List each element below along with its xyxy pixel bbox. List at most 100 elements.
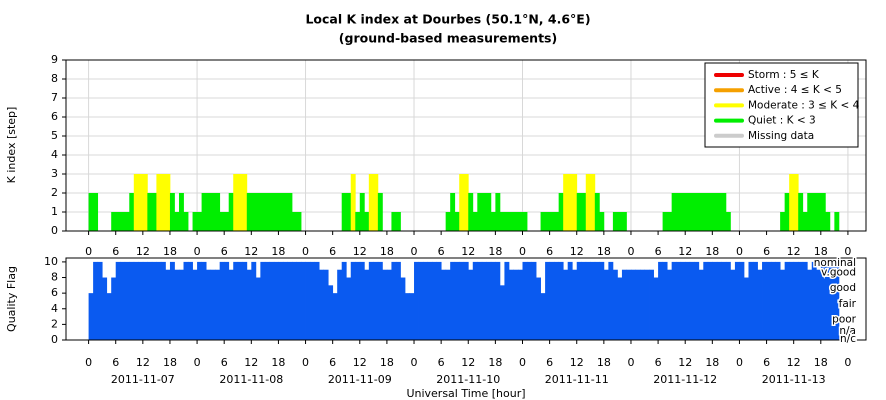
bar: [490, 212, 496, 231]
bar: [811, 193, 817, 231]
bar: [88, 193, 94, 231]
bar: [667, 212, 673, 231]
bar: [242, 174, 248, 231]
bar: [653, 277, 659, 340]
bar: [436, 261, 442, 340]
bar: [649, 269, 654, 340]
bar: [450, 193, 456, 231]
x-tick-label: 18: [705, 356, 719, 369]
x-tick-label: 18: [163, 245, 177, 258]
x-tick-label: 6: [763, 356, 770, 369]
bar: [468, 193, 474, 231]
bar: [545, 212, 551, 231]
bar: [427, 261, 433, 340]
bar: [359, 193, 365, 231]
y-tick-label: 2: [51, 186, 58, 199]
bar: [780, 269, 786, 340]
x-tick-label: 6: [546, 356, 553, 369]
x-tick-label: 6: [112, 245, 119, 258]
bar: [621, 269, 627, 340]
bar: [138, 261, 144, 340]
chart-subtitle: (ground-based measurements): [339, 31, 557, 46]
bar: [368, 261, 374, 340]
bar: [621, 212, 627, 231]
bar: [545, 261, 551, 340]
x-tick-label: 18: [488, 356, 502, 369]
x-tick-label: 6: [221, 356, 228, 369]
bar: [296, 261, 302, 340]
x-tick-label: 12: [678, 356, 692, 369]
bar: [287, 261, 293, 340]
bar: [549, 261, 555, 340]
bar: [793, 174, 799, 231]
bar: [563, 174, 569, 231]
bar: [93, 193, 99, 231]
x-date-label: 2011-11-07: [111, 373, 175, 386]
x-tick-label: 6: [112, 356, 119, 369]
bar: [762, 261, 767, 340]
x-tick-label: 0: [194, 356, 201, 369]
bar: [273, 261, 279, 340]
x-tick-label: 18: [488, 245, 502, 258]
bar: [689, 261, 695, 340]
x-tick-label: 0: [519, 356, 526, 369]
bar: [386, 269, 392, 340]
x-tick-label: 18: [705, 245, 719, 258]
bar: [825, 261, 831, 340]
bar: [201, 261, 207, 340]
bar: [581, 261, 587, 340]
bar: [192, 269, 198, 340]
quality-level-label: poor: [832, 313, 857, 325]
bar: [807, 193, 813, 231]
y-tick-label: 4: [51, 302, 58, 315]
bar: [133, 174, 139, 231]
x-date-label: 2011-11-09: [328, 373, 392, 386]
bar: [608, 261, 614, 340]
bar: [346, 193, 352, 231]
bar: [111, 277, 117, 340]
bar: [454, 261, 460, 340]
x-tick-label: 18: [597, 245, 611, 258]
bar: [251, 261, 257, 340]
bar: [192, 212, 198, 231]
bar: [590, 174, 596, 231]
bar: [563, 269, 569, 340]
bar: [183, 261, 189, 340]
x-tick-label: 12: [570, 245, 584, 258]
x-tick-label: 18: [380, 356, 394, 369]
bar: [527, 261, 532, 340]
bar: [224, 261, 230, 340]
bar: [540, 293, 546, 340]
bar: [373, 174, 379, 231]
bar: [694, 261, 700, 340]
bar: [228, 193, 234, 231]
bar: [599, 261, 605, 340]
x-tick-label: 0: [302, 245, 309, 258]
quality-level-label: n/c: [840, 333, 856, 345]
chart-title: Local K index at Dourbes (50.1°N, 4.6°E): [305, 12, 590, 27]
x-tick-label: 18: [380, 245, 394, 258]
bar: [834, 212, 840, 231]
x-date-label: 2011-11-08: [219, 373, 283, 386]
bar: [712, 261, 718, 340]
bar: [820, 261, 826, 340]
bar: [725, 261, 731, 340]
x-tick-label: 12: [244, 245, 258, 258]
bar: [508, 269, 514, 340]
x-tick-label: 18: [271, 245, 285, 258]
bar: [508, 212, 514, 231]
bar: [707, 261, 713, 340]
x-tick-label: 6: [221, 245, 228, 258]
bar: [111, 212, 117, 231]
bar: [712, 193, 718, 231]
bar: [757, 269, 763, 340]
bar: [603, 269, 609, 340]
bar: [486, 193, 492, 231]
bar: [472, 261, 478, 340]
x-tick-label: 0: [844, 356, 851, 369]
bar: [612, 212, 618, 231]
bar: [377, 193, 383, 231]
x-tick-label: 12: [353, 356, 367, 369]
legend-label: Active : 4 ≤ K < 5: [748, 84, 842, 96]
